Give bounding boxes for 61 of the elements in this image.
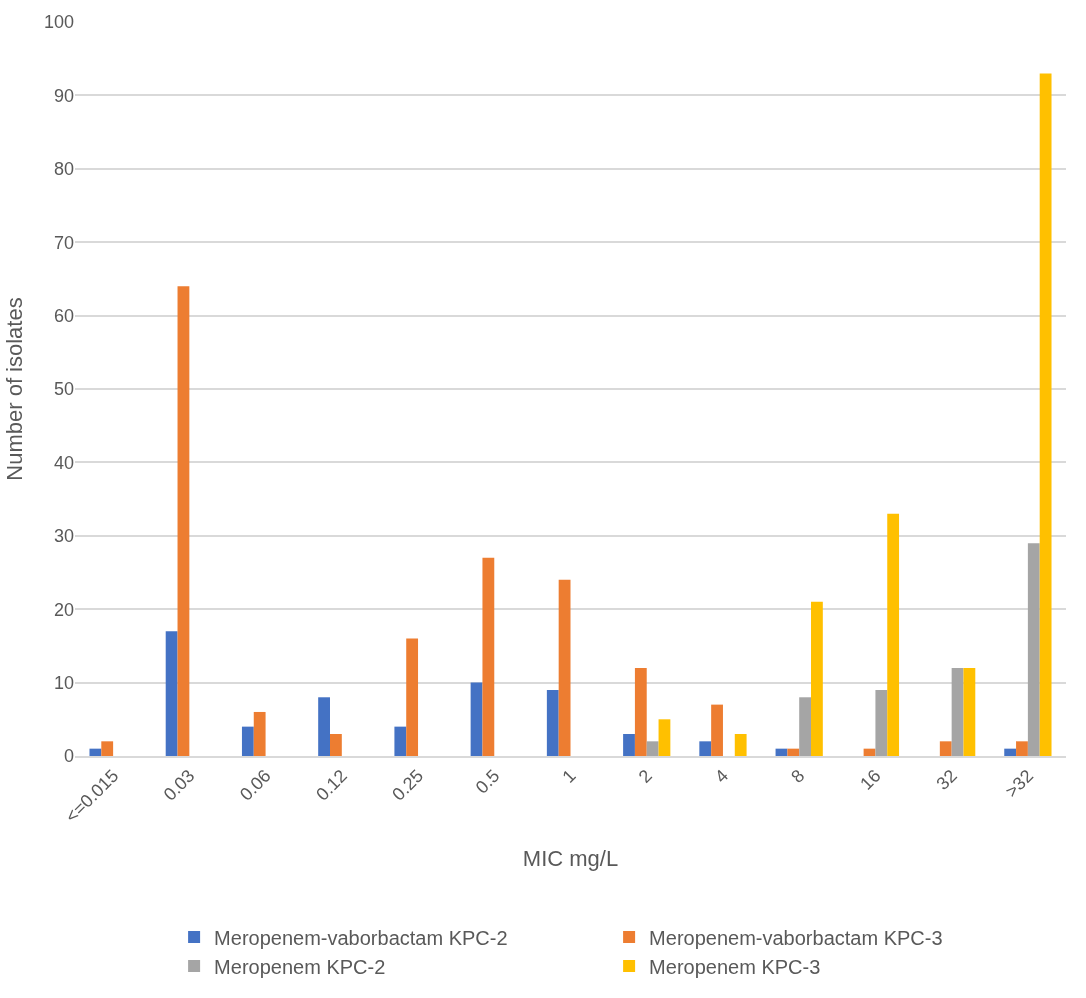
y-axis-title: Number of isolates <box>1 297 27 481</box>
bar <box>546 689 559 756</box>
x-axis-title: MIC mg/L <box>522 845 619 871</box>
y-tick-label: 60 <box>53 305 74 326</box>
bar <box>811 601 823 756</box>
bar <box>799 697 812 756</box>
bar <box>329 733 342 756</box>
bar <box>318 697 330 756</box>
bar <box>470 682 483 756</box>
legend-label: Meropenem-vaborbactam KPC-3 <box>649 926 943 949</box>
legend-label: Meropenem KPC-2 <box>214 955 386 978</box>
bar <box>963 667 976 756</box>
y-tick-label: 90 <box>53 85 74 106</box>
y-tick-label: 20 <box>53 599 74 620</box>
bar <box>711 704 723 756</box>
bar <box>177 286 190 756</box>
bar <box>1016 741 1028 756</box>
y-tick-label: 50 <box>53 379 74 400</box>
bar <box>951 667 964 756</box>
bar <box>634 667 647 756</box>
x-tick-label: 4 <box>710 765 733 787</box>
bar <box>658 719 671 756</box>
bar <box>646 741 659 756</box>
bar <box>165 631 178 756</box>
bar <box>558 579 571 756</box>
x-tick-label: 0.5 <box>471 765 504 798</box>
bar <box>699 741 712 756</box>
bar <box>875 689 888 756</box>
y-tick-label: 80 <box>53 159 74 180</box>
bar <box>734 733 747 756</box>
y-tick-label: 30 <box>53 526 74 547</box>
bar <box>1004 748 1017 756</box>
bar <box>394 726 407 756</box>
y-tick-label: 70 <box>53 232 74 253</box>
bar <box>89 748 102 756</box>
bar <box>887 513 900 756</box>
bar <box>406 638 419 756</box>
x-tick-label: 16 <box>856 765 885 794</box>
legend-label: Meropenem KPC-3 <box>649 955 821 978</box>
y-tick-label: 40 <box>53 452 74 473</box>
x-tick-label: 0.06 <box>235 765 275 805</box>
y-tick-label: 0 <box>63 746 74 767</box>
y-tick-label: 100 <box>43 12 74 33</box>
bar <box>101 741 114 756</box>
x-tick-label: 2 <box>634 765 656 787</box>
x-tick-label: 0.03 <box>159 765 199 805</box>
legend-label: Meropenem-vaborbactam KPC-2 <box>214 926 508 949</box>
bar <box>241 726 254 756</box>
bar <box>1027 543 1040 756</box>
x-tick-label: 0.12 <box>312 765 351 805</box>
x-tick-label: 32 <box>932 765 961 794</box>
bar <box>787 748 800 756</box>
bar <box>623 733 635 756</box>
bar <box>482 557 495 756</box>
x-tick-label: 1 <box>558 765 580 787</box>
x-tick-label: >32 <box>1001 765 1038 802</box>
bar <box>253 711 266 756</box>
y-tick-label: 10 <box>53 672 74 693</box>
bar <box>939 741 952 756</box>
x-tick-label: 8 <box>787 765 809 787</box>
bar <box>1039 73 1052 756</box>
